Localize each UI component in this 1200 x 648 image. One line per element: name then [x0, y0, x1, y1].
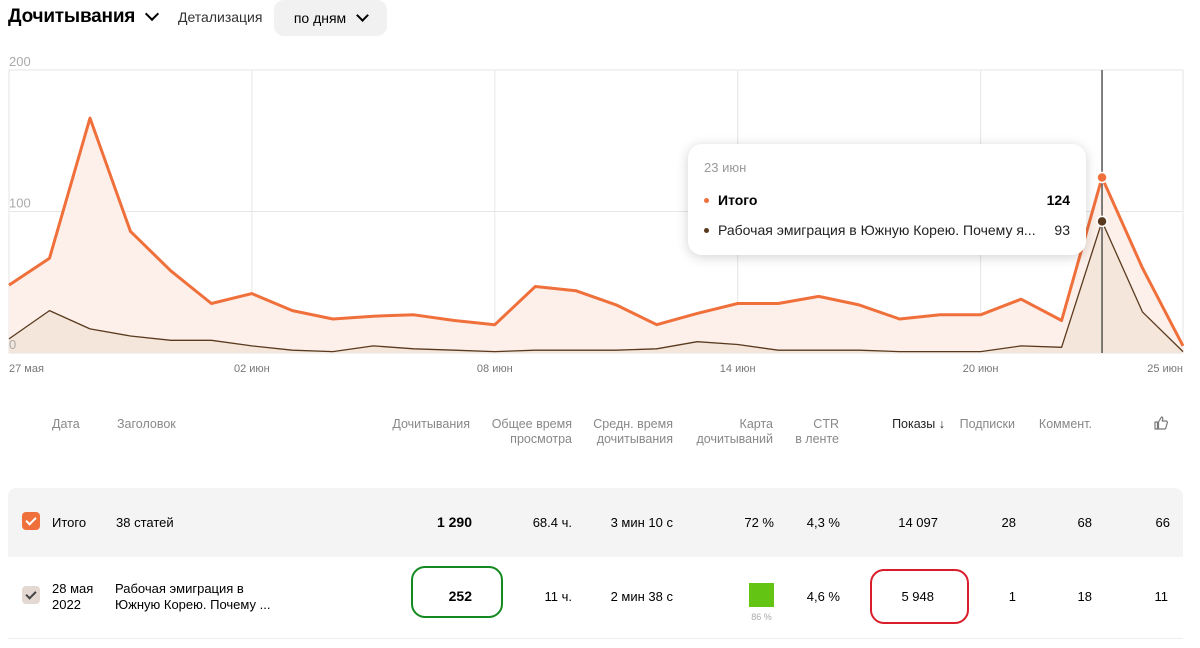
- row-title-link[interactable]: Рабочая эмиграция в Южную Корею. Почему …: [115, 581, 270, 613]
- x-tick-label: 14 июн: [720, 363, 756, 375]
- period-dropdown[interactable]: по дням: [274, 0, 387, 36]
- series-line-0: [8, 116, 1185, 347]
- period-value: по дням: [293, 10, 347, 26]
- total-ctr: 4,3 %: [806, 515, 840, 530]
- chart-cursor: [1096, 70, 1108, 353]
- row-comments: 18: [1077, 589, 1092, 604]
- total-read-map: 72 %: [744, 515, 774, 530]
- article-series-dot-icon: [704, 227, 709, 233]
- tooltip-series-name: Рабочая эмиграция в Южную Корею. Почему …: [718, 222, 1036, 238]
- header-ctr-line2: в ленте: [795, 432, 839, 446]
- chart-areas: [9, 118, 1183, 353]
- tooltip-date: 23 июн: [704, 160, 747, 175]
- header-read-map[interactable]: Карта дочитываний: [680, 417, 774, 447]
- chart-lines: [8, 116, 1185, 353]
- x-tick-label: 02 июн: [234, 363, 270, 375]
- header-date[interactable]: Дата: [52, 417, 80, 431]
- x-axis: 27 мая 02 июн 08 июн 14 июн 20 июн 25 июн: [9, 363, 1183, 375]
- views-highlight-annotation: [870, 569, 969, 624]
- row-ctr: 4,6 %: [806, 589, 840, 604]
- row-title-line2: Южную Корею. Почему ...: [115, 597, 271, 612]
- header-comments[interactable]: Коммент.: [1038, 417, 1092, 431]
- series-area-1: [9, 221, 1183, 353]
- total-series-dot-icon: [704, 197, 709, 203]
- row-avg-time: 2 мин 38 с: [610, 589, 673, 604]
- chevron-down-icon: [145, 6, 160, 22]
- reads-highlight-annotation: [411, 566, 503, 618]
- total-views: 14 097: [898, 515, 938, 530]
- y-tick-label: 0: [9, 337, 16, 352]
- header-reads[interactable]: Дочитывания: [392, 417, 470, 431]
- total-avg-time: 3 мин 10 с: [610, 515, 673, 530]
- total-likes: 66: [1155, 515, 1170, 530]
- header-total-time-line1: Общее время: [491, 417, 572, 431]
- hover-point-article: [1096, 215, 1108, 228]
- row-likes: 11: [1154, 589, 1169, 604]
- thumbs-up-icon[interactable]: [1153, 415, 1169, 431]
- total-subscriptions: 28: [1001, 515, 1016, 530]
- row-reads: 252: [448, 588, 472, 604]
- header-avg-time-line2: дочитывания: [596, 432, 673, 446]
- row-title-line1: Рабочая эмиграция в: [115, 581, 244, 596]
- metric-selector[interactable]: Дочитывания: [8, 6, 160, 28]
- header-ctr-line1: CTR: [813, 417, 839, 431]
- table-row-total[interactable]: Итого 38 статей 1 290 68.4 ч. 3 мин 10 с…: [8, 488, 1183, 557]
- detail-label: Детализация: [178, 9, 263, 25]
- read-map-percent: 86 %: [751, 612, 772, 622]
- tooltip-series-name: Итого: [718, 192, 758, 208]
- header-total-time-line2: просмотра: [510, 432, 572, 446]
- chart-tooltip: 23 июн Итого 124 Рабочая эмиграция в Южн…: [688, 144, 1086, 255]
- y-tick-label: 100: [9, 196, 31, 211]
- total-articles: 38 статей: [116, 515, 174, 530]
- table-row[interactable]: 28 мая 2022 Рабочая эмиграция в Южную Ко…: [8, 557, 1183, 639]
- total-label: Итого: [52, 515, 87, 530]
- x-tick-label: 27 мая: [9, 363, 44, 375]
- tooltip-series-value: 124: [1046, 192, 1070, 208]
- y-axis: 200 100 0: [9, 54, 31, 352]
- hover-point-total: [1096, 171, 1108, 184]
- header-subscriptions[interactable]: Подписки: [959, 417, 1015, 431]
- row-checkbox[interactable]: [22, 586, 40, 604]
- x-tick-label: 20 июн: [963, 363, 999, 375]
- total-reads: 1 290: [436, 514, 472, 530]
- tooltip-row-total: Итого 124: [704, 192, 1070, 208]
- header-read-map-line2: дочитываний: [696, 432, 774, 446]
- row-views: 5 948: [901, 589, 934, 604]
- reads-chart[interactable]: 200 100 0 27 мая 02 июн 08 июн 14 июн 20 июн 25…: [0, 50, 1200, 380]
- total-comments: 68: [1077, 515, 1092, 530]
- y-tick-label: 200: [9, 54, 31, 69]
- metric-title: Дочитывания: [8, 6, 136, 27]
- total-checkbox[interactable]: [22, 512, 40, 530]
- read-map-heat-square[interactable]: [749, 583, 774, 607]
- series-area-0: [9, 118, 1183, 353]
- row-date-day: 28 мая: [52, 581, 94, 596]
- x-tick-label: 08 июн: [477, 363, 513, 375]
- row-total-time: 11 ч.: [544, 589, 573, 604]
- series-line-1: [8, 220, 1184, 353]
- tooltip-row-article: Рабочая эмиграция в Южную Корею. Почему …: [704, 222, 1070, 238]
- x-tick-label: 25 июн: [1147, 363, 1183, 375]
- header-avg-time-line1: Средн. время: [593, 417, 673, 431]
- header-ctr[interactable]: CTR в ленте: [780, 417, 839, 447]
- header-avg-time[interactable]: Средн. время дочитывания: [580, 417, 673, 447]
- header-title[interactable]: Заголовок: [117, 417, 176, 431]
- header-read-map-line1: Карта: [739, 417, 773, 431]
- tooltip-series-value: 93: [1054, 222, 1070, 238]
- total-total-time: 68.4 ч.: [532, 515, 572, 530]
- header-total-time[interactable]: Общее время просмотра: [478, 417, 572, 447]
- chevron-down-icon: [356, 9, 370, 22]
- header: Дочитывания Детализация по дням: [0, 0, 1200, 36]
- header-views[interactable]: Показы ↓: [892, 417, 945, 431]
- row-date: 28 мая 2022: [52, 581, 93, 613]
- row-subscriptions: 1: [1008, 589, 1016, 604]
- row-date-year: 2022: [52, 597, 81, 612]
